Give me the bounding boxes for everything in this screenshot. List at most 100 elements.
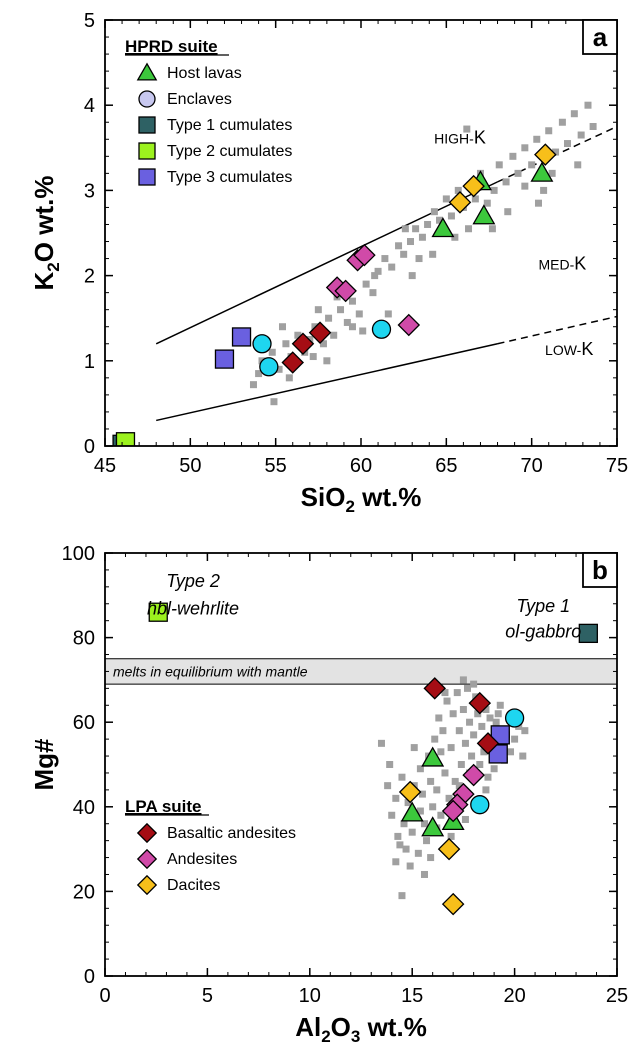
data-point-dacites xyxy=(441,892,465,916)
background-point xyxy=(418,790,426,798)
x-axis-title-part: 2 xyxy=(345,497,354,516)
background-point xyxy=(521,727,529,735)
background-point xyxy=(433,786,441,794)
data-point-andesites xyxy=(462,763,485,787)
background-point xyxy=(476,761,484,768)
background-point xyxy=(445,794,453,802)
plot-area: melts in equilibrium with mantle Type 2 hb… xyxy=(105,571,617,916)
x-axis-title-part: Al xyxy=(295,1012,321,1042)
background-point xyxy=(564,140,572,148)
background-point xyxy=(384,782,392,790)
background-point xyxy=(482,706,490,714)
data-point-host-lavas xyxy=(431,217,455,238)
background-point xyxy=(453,689,461,697)
data-point-basaltic-andesites xyxy=(423,677,446,700)
y-tick-label: 2 xyxy=(84,266,95,288)
x-tick-label: 10 xyxy=(299,985,321,1007)
field-label: LOW-K xyxy=(545,339,593,359)
background-point xyxy=(459,676,467,684)
legend: LPA suite Basaltic andesites Andesites Daci… xyxy=(125,797,296,896)
annotation-line2: ol-gabbro xyxy=(505,622,581,642)
boundary-line-dashed-med-low xyxy=(497,315,617,345)
legend-marker xyxy=(136,822,158,844)
x-tick-label: 15 xyxy=(401,985,423,1007)
plot-frame xyxy=(104,19,618,447)
x-tick-label: 5 xyxy=(202,985,213,1007)
background-point xyxy=(402,845,410,853)
background-point xyxy=(415,255,423,263)
background-point xyxy=(558,118,566,126)
background-point xyxy=(483,199,491,207)
field-label-part: K xyxy=(574,254,586,274)
data-point-andesites xyxy=(441,799,465,823)
panel-label-box xyxy=(582,552,618,588)
background-point xyxy=(509,152,517,160)
background-point xyxy=(533,135,541,143)
background-point xyxy=(486,714,494,722)
background-point xyxy=(496,701,504,709)
field-label-part: HIGH- xyxy=(434,131,474,147)
background-point xyxy=(463,125,471,133)
background-point xyxy=(319,340,327,348)
legend-marker xyxy=(138,168,156,186)
data-point-basaltic-andesites xyxy=(291,332,315,356)
background-point xyxy=(548,169,556,177)
y-tick-label: 0 xyxy=(84,966,95,988)
annotation-line2: hbl-wehrlite xyxy=(147,598,239,618)
background-point xyxy=(455,782,463,790)
background-point xyxy=(406,238,414,246)
data-point-andesites xyxy=(353,243,376,267)
data-point-dacites xyxy=(448,191,472,214)
x-axis-title: Al2O3 wt.% xyxy=(295,1012,427,1046)
legend-item-label: Host lavas xyxy=(167,65,242,82)
x-axis-title-part: 3 xyxy=(351,1027,360,1046)
background-point xyxy=(447,832,455,840)
background-point xyxy=(466,718,474,726)
data-point-host-lavas xyxy=(421,746,445,767)
x-axis-title-part: wt.% xyxy=(355,482,421,512)
legend-item-label: Type 1 cumulates xyxy=(167,117,292,134)
y-tick-label: 100 xyxy=(62,543,95,565)
background-point xyxy=(436,216,444,224)
background-point xyxy=(447,744,455,752)
y-axis-title-part: O wt.% xyxy=(29,176,59,263)
background-point xyxy=(388,263,396,271)
background-point xyxy=(282,340,290,348)
background-point xyxy=(437,811,445,819)
background-point xyxy=(463,684,471,692)
data-point-enclaves xyxy=(504,708,525,728)
background-point xyxy=(337,306,345,314)
x-axis-title-part: SiO xyxy=(301,482,346,512)
background-point xyxy=(480,748,488,756)
data-point-host-lavas xyxy=(400,801,424,822)
legend-marker xyxy=(136,874,158,896)
y-tick-label: 0 xyxy=(84,436,95,458)
background-point xyxy=(507,748,515,756)
data-point-type-3-cumulates xyxy=(490,725,510,745)
x-tick-label: 65 xyxy=(435,455,457,477)
y-axis-title-part: 2 xyxy=(44,262,63,271)
legend-title: HPRD suite xyxy=(125,37,218,56)
background-point xyxy=(359,327,367,335)
background-point xyxy=(309,353,317,361)
background-point xyxy=(392,858,400,866)
background-point xyxy=(470,731,478,739)
data-point-basaltic-andesites xyxy=(308,321,332,344)
background-point xyxy=(275,365,283,373)
background-point xyxy=(374,267,382,275)
background-point xyxy=(255,370,263,378)
background-point xyxy=(457,761,465,768)
x-tick-label: 60 xyxy=(350,455,372,477)
mantle-band-label: melts in equilibrium with mantle xyxy=(113,663,308,679)
y-tick-label: 40 xyxy=(73,797,95,819)
data-point-basaltic-andesites xyxy=(281,351,305,374)
background-point xyxy=(355,310,363,318)
panel-label-box xyxy=(582,19,618,55)
background-point xyxy=(459,706,467,714)
data-point-type-2-cumulates xyxy=(148,602,168,622)
y-axis-title-part: Mg# xyxy=(29,738,59,791)
x-tick-label: 75 xyxy=(606,455,628,477)
